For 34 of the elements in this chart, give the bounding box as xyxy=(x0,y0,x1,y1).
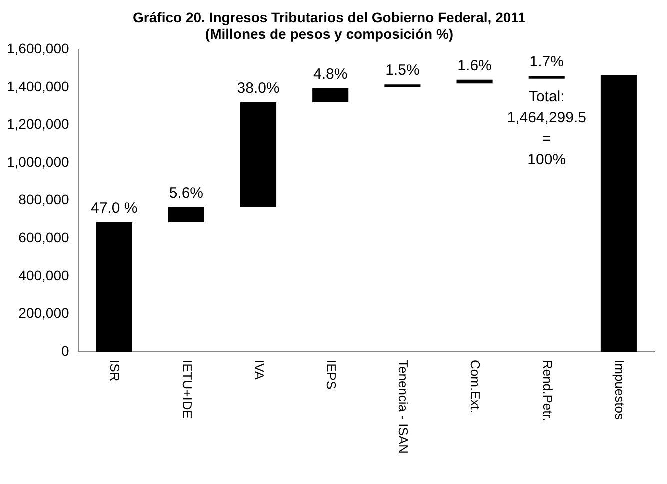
annotation: 1.5% xyxy=(386,62,420,80)
y-tick-label: 1,600,000 xyxy=(6,40,70,56)
x-tick-label: Tenencia - ISAN xyxy=(396,360,412,454)
x-tick-label: Com.Ext. xyxy=(468,360,484,414)
x-tick-label: IEPS xyxy=(324,360,340,390)
annotation: 5.6% xyxy=(169,185,204,202)
y-tick-label: 1,000,000 xyxy=(6,154,70,170)
y-tick-label: 1,400,000 xyxy=(6,78,70,94)
annotation: Total: 1,464,299.5 = 100% xyxy=(507,88,586,169)
x-tick-label: Impuestos xyxy=(612,360,628,420)
annotation: 1.7% xyxy=(530,54,564,71)
bar xyxy=(528,76,565,79)
y-tick-label: 800,000 xyxy=(18,192,70,208)
y-tick-label: 600,000 xyxy=(18,229,70,246)
x-tick-label: ISR xyxy=(108,360,123,382)
y-tick-label: 0 xyxy=(61,342,70,359)
x-tick-label: IVA xyxy=(252,360,267,380)
y-tick-label: 200,000 xyxy=(18,305,70,322)
bar xyxy=(312,88,349,103)
bar xyxy=(168,207,204,223)
chart-title: Gráfico 20. Ingresos Tributarios del Gobierno Federal, 2011 (Millones de pesos y composición %) xyxy=(133,9,526,42)
bar xyxy=(240,102,277,208)
bar xyxy=(600,75,637,352)
x-tick-label: IETU+IDE xyxy=(180,360,195,420)
annotation: 1.6% xyxy=(458,57,492,74)
annotation: 4.8% xyxy=(313,66,348,83)
bar xyxy=(456,80,493,84)
bar xyxy=(384,84,421,88)
y-tick-label: 400,000 xyxy=(18,267,70,284)
x-tick-label: Rend.Petr. xyxy=(540,360,556,422)
y-tick-label: 1,200,000 xyxy=(6,116,70,132)
annotation: 38.0% xyxy=(237,80,280,98)
bar xyxy=(96,222,132,352)
annotation: 47.0 % xyxy=(90,200,138,218)
